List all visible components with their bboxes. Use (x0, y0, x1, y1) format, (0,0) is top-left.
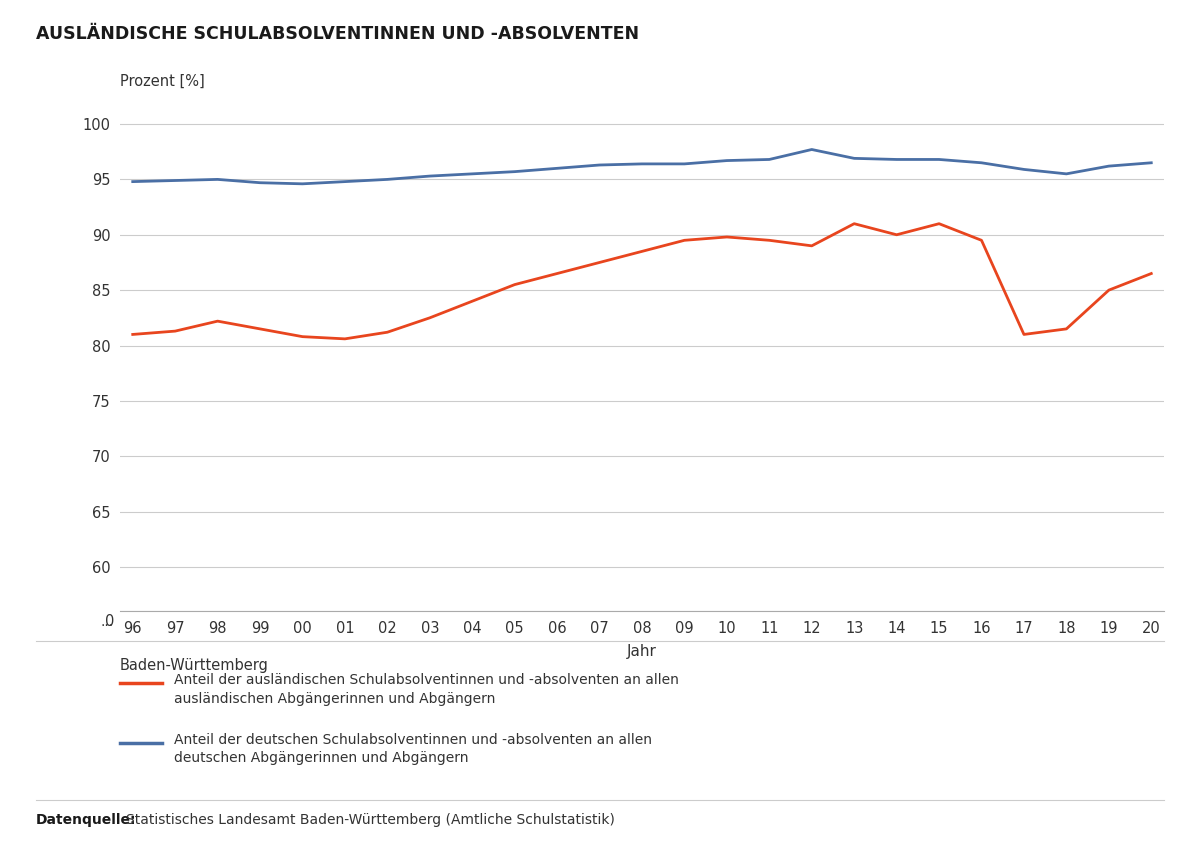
Text: AUSLÄNDISCHE SCHULABSOLVENTINNEN UND -ABSOLVENTEN: AUSLÄNDISCHE SCHULABSOLVENTINNEN UND -AB… (36, 25, 640, 43)
X-axis label: Jahr: Jahr (628, 644, 656, 660)
Text: 0: 0 (104, 614, 114, 629)
Text: Statistisches Landesamt Baden-Württemberg (Amtliche Schulstatistik): Statistisches Landesamt Baden-Württember… (126, 813, 614, 827)
Text: Prozent [%]: Prozent [%] (120, 74, 205, 89)
Text: Datenquelle:: Datenquelle: (36, 813, 137, 827)
Text: ...: ... (101, 616, 114, 629)
Text: Baden-Württemberg: Baden-Württemberg (120, 658, 269, 673)
Text: Anteil der ausländischen Schulabsolventinnen und -absolventen an allen
ausländis: Anteil der ausländischen Schulabsolventi… (174, 673, 679, 706)
Text: Anteil der deutschen Schulabsolventinnen und -absolventen an allen
deutschen Abg: Anteil der deutschen Schulabsolventinnen… (174, 733, 652, 765)
